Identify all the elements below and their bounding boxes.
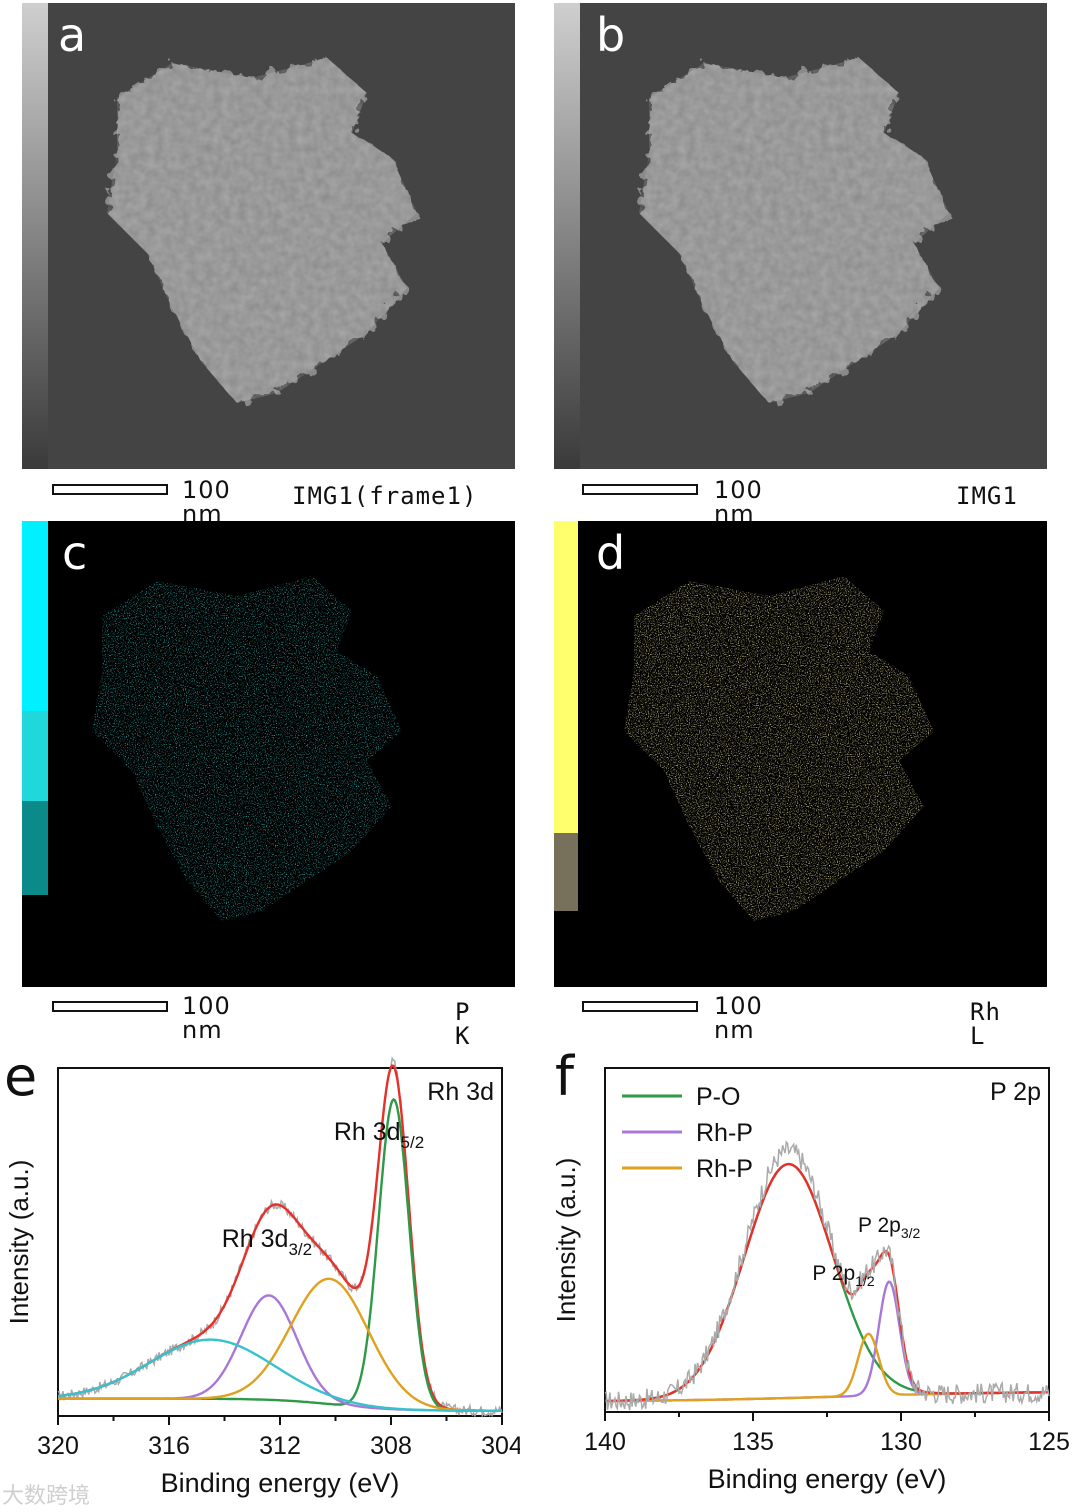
y-axis-label: Intensity (a.u.) <box>4 1160 34 1325</box>
haadf-image-b-svg <box>554 3 1047 469</box>
watermark: 大数跨境 <box>2 1484 91 1509</box>
x-tick-label: 316 <box>148 1432 190 1460</box>
x-tick-label: 125 <box>1028 1428 1070 1456</box>
image-caption-a: IMG1(frame1) <box>292 482 478 510</box>
panel-label-b: b <box>596 8 626 62</box>
x-tick-label: 308 <box>370 1432 412 1460</box>
scalebar-label-c: 100 nm <box>182 992 231 1044</box>
legend-label: Rh-P <box>696 1155 753 1183</box>
scalebar-c <box>52 1001 168 1012</box>
x-tick-label: 304 <box>481 1432 520 1460</box>
panel-label-a: a <box>58 8 87 62</box>
image-caption-c: P K <box>455 998 471 1050</box>
scalebar-label-b: 100 nm <box>714 476 763 528</box>
legend-label: Rh-P <box>696 1119 753 1147</box>
annotation-p2p32: P 2p3/2 <box>858 1214 921 1241</box>
annotation-rh3d52: Rh 3d5/2 <box>334 1118 424 1152</box>
p-colorbar <box>22 521 48 987</box>
legend-label: P-O <box>696 1083 740 1111</box>
image-caption-b: IMG1 <box>956 482 1018 510</box>
series-satellite-component <box>58 1277 502 1412</box>
panel-label-f: f <box>555 1045 575 1108</box>
x-tick-label: 135 <box>732 1428 774 1456</box>
chart-title: Rh 3d <box>427 1078 494 1106</box>
series-rh-3d5-2-component <box>58 1098 502 1412</box>
series-raw <box>604 1140 1050 1412</box>
scalebar-label-a: 100 nm <box>182 476 231 528</box>
series-rh-p <box>605 1280 1049 1403</box>
series-rh-3d3-2-component <box>58 1294 502 1412</box>
haadf-image-a <box>22 3 515 469</box>
scalebar-label-d: 100 nm <box>714 992 763 1044</box>
x-axis-label: Binding energy (eV) <box>161 1468 400 1498</box>
haadf-image-a-svg <box>22 3 515 469</box>
xps-chart-rh3d: 320 316 312 308 304 Binding energy (eV) Intens… <box>4 1056 520 1498</box>
p-elemental-map <box>22 521 515 987</box>
scalebar-a <box>52 484 168 495</box>
x-tick-label: 130 <box>880 1428 922 1456</box>
annotation-rh3d32: Rh 3d3/2 <box>222 1225 312 1259</box>
x-tick-label: 312 <box>259 1432 301 1460</box>
scalebar-d <box>582 1001 698 1012</box>
rh-colorbar <box>554 521 578 987</box>
intensity-colorbar-b <box>554 3 580 469</box>
panel-label-d: d <box>596 526 626 580</box>
panel-label-e: e <box>4 1045 38 1108</box>
haadf-image-b <box>554 3 1047 469</box>
p-map-svg <box>22 521 515 987</box>
scalebar-b <box>582 484 698 495</box>
intensity-colorbar-a <box>22 3 48 469</box>
panel-label-c: c <box>62 526 88 580</box>
image-caption-d: Rh L <box>970 998 1001 1050</box>
chart-title: P 2p <box>990 1078 1041 1106</box>
x-axis-label: Binding energy (eV) <box>708 1464 947 1494</box>
x-tick-label: 140 <box>584 1428 626 1456</box>
rh-map-svg <box>554 521 1047 987</box>
xps-chart-p2p: 140 135 130 125 Binding energy (eV) Intensity… <box>551 1067 1070 1494</box>
series-satellite-component-2 <box>57 1338 502 1412</box>
y-axis-label: Intensity (a.u.) <box>551 1158 581 1323</box>
rh-elemental-map <box>554 521 1047 987</box>
annotation-p2p12: P 2p1/2 <box>812 1262 875 1289</box>
x-tick-label: 320 <box>37 1432 79 1460</box>
